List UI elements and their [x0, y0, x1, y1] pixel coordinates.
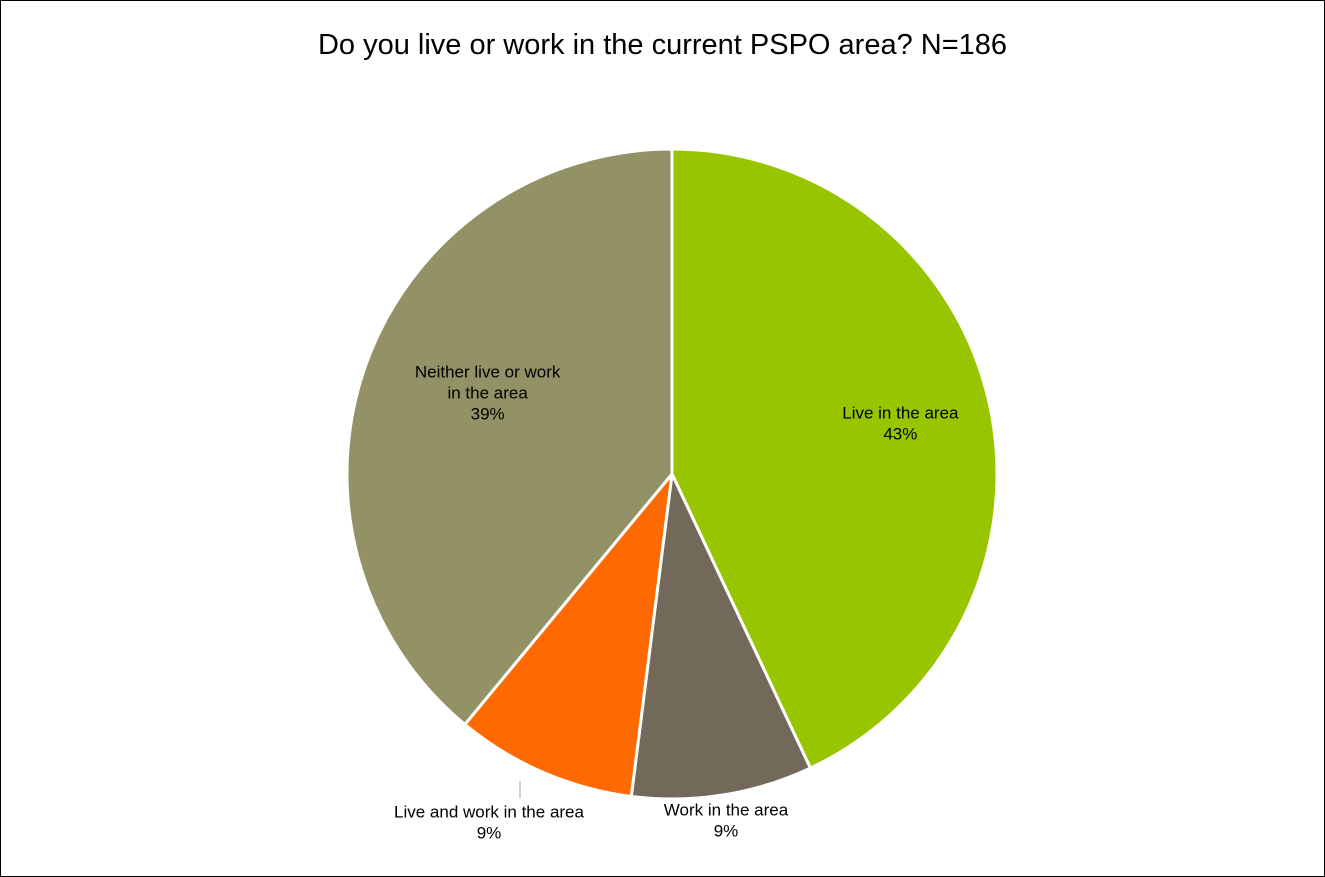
- pie-slice-live-in-the-area: [670, 147, 999, 770]
- pie-slice-neither-live-or-work-in-the-area: [345, 147, 674, 726]
- labels-layer: Live in the area 43% Work in the area 9% Liv…: [394, 363, 959, 843]
- slice-label-live-in-the-area: Live in the area: [842, 403, 959, 422]
- slice-value-live-and-work-in-the-area: 9%: [477, 824, 502, 843]
- slice-label-live-and-work-in-the-area: Live and work in the area: [394, 803, 584, 822]
- slice-value-work-in-the-area: 9%: [714, 822, 739, 841]
- slice-value-neither-live-or-work-in-the-area: 39%: [471, 405, 505, 424]
- chart-title: Do you live or work in the current PSPO …: [317, 29, 1008, 61]
- pie-slice-work-in-the-area: [629, 472, 812, 801]
- slice-label-work-in-the-area: Work in the area: [664, 801, 789, 820]
- slice-value-live-in-the-area: 43%: [883, 424, 917, 443]
- slices-layer: [345, 147, 999, 801]
- pie-slice-live-and-work-in-the-area: [463, 472, 674, 798]
- slice-label-neither-live-or-work-in-the-area: Neither live or work in the area: [415, 363, 561, 403]
